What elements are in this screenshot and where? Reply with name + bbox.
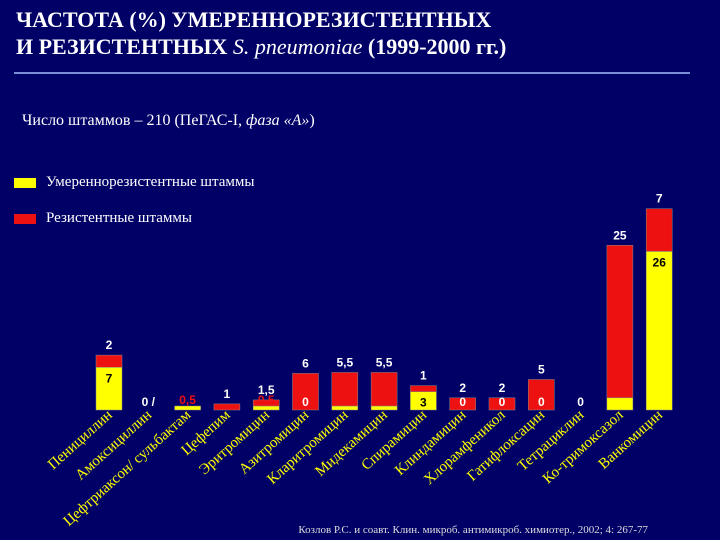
- data-label-intermediate: 0,5: [376, 393, 393, 407]
- data-label-intermediate: 0: [538, 395, 545, 409]
- legend-label-intermediate: Умереннорезистентные штаммы: [46, 174, 255, 190]
- data-label-resistant: 25: [613, 228, 627, 242]
- bar-resistant: [606, 245, 634, 399]
- bar-resistant: [213, 403, 241, 411]
- bar-intermediate: [95, 367, 123, 411]
- bar-resistant: [449, 397, 476, 411]
- data-label-intermediate: 0: [577, 395, 584, 409]
- title-divider: [14, 72, 690, 74]
- data-label-resistant: 2: [106, 338, 113, 352]
- legend-item-resistant: Резистентные штаммы: [14, 210, 192, 227]
- data-label-intermediate: 7: [106, 371, 113, 385]
- data-label-resistant: 5,5: [376, 355, 393, 369]
- bar-resistant: [252, 399, 280, 407]
- data-label-resistant: 1: [420, 369, 427, 383]
- data-label-resistant: 7: [656, 192, 663, 206]
- data-label-intermediate: 0,5: [336, 393, 353, 407]
- title-line-1: ЧАСТОТА (%) УМЕРЕННОРЕЗИСТЕНТНЫХ: [16, 7, 492, 32]
- subtitle-prefix: Число штаммов – 210 (ПеГАС-I,: [22, 112, 243, 129]
- bar-resistant: [645, 208, 673, 252]
- title-line-2: И РЕЗИСТЕНТНЫХ S. pneumoniae (1999-2000 …: [16, 33, 706, 60]
- data-label-resistant: 5: [538, 363, 545, 377]
- bar-resistant: [370, 372, 398, 407]
- data-label-intermediate: 0: [459, 395, 466, 409]
- bar-resistant: [95, 354, 123, 368]
- bar-resistant: [331, 372, 359, 407]
- data-label-intermediate: 26: [653, 255, 667, 269]
- chart-subtitle: Число штаммов – 210 (ПеГАС-I, фаза «А»): [22, 112, 315, 130]
- legend-swatch-intermediate: [14, 177, 36, 188]
- data-label-resistant: 2: [459, 381, 466, 395]
- data-label-intermediate: 0: [302, 395, 309, 409]
- data-label-intermediate: 0,5: [179, 393, 196, 407]
- data-label-resistant: 2: [499, 381, 506, 395]
- bar-intermediate: [606, 397, 634, 411]
- bar-intermediate: [645, 251, 673, 411]
- data-label-intermediate: 0 /: [142, 395, 156, 409]
- chart-title: ЧАСТОТА (%) УМЕРЕННОРЕЗИСТЕНТНЫХ И РЕЗИС…: [16, 6, 706, 60]
- data-label-intermediate: 0,5: [258, 393, 275, 407]
- bar-resistant: [488, 397, 516, 411]
- data-label-intermediate: 0: [499, 395, 506, 409]
- data-label-resistant: 1,5: [258, 383, 275, 397]
- data-label-intermediate: 2: [617, 385, 624, 399]
- legend-swatch-resistant: [14, 213, 36, 224]
- subtitle-italic: фаза «А»: [246, 112, 310, 129]
- legend-item-intermediate: Умереннорезистентные штаммы: [14, 174, 254, 191]
- bar-resistant: [528, 379, 555, 411]
- bar-intermediate: [174, 405, 201, 411]
- title-line-2-prefix: И РЕЗИСТЕНТНЫХ: [16, 34, 228, 59]
- source-citation: Козлов Р.С. и соавт. Клин. микроб. антим…: [298, 524, 648, 536]
- data-label-resistant: 6: [302, 356, 309, 370]
- bar-resistant: [410, 385, 437, 392]
- bar-resistant: [292, 373, 319, 411]
- subtitle-suffix: ): [309, 112, 315, 129]
- data-label-resistant: 1: [224, 387, 231, 401]
- data-label-resistant: 5,5: [336, 355, 353, 369]
- data-label-intermediate: 3: [420, 396, 427, 410]
- legend-label-resistant: Резистентные штаммы: [46, 210, 192, 226]
- title-line-2-suffix: (1999-2000 гг.): [367, 34, 507, 59]
- title-species: S. pneumoniae: [232, 34, 363, 59]
